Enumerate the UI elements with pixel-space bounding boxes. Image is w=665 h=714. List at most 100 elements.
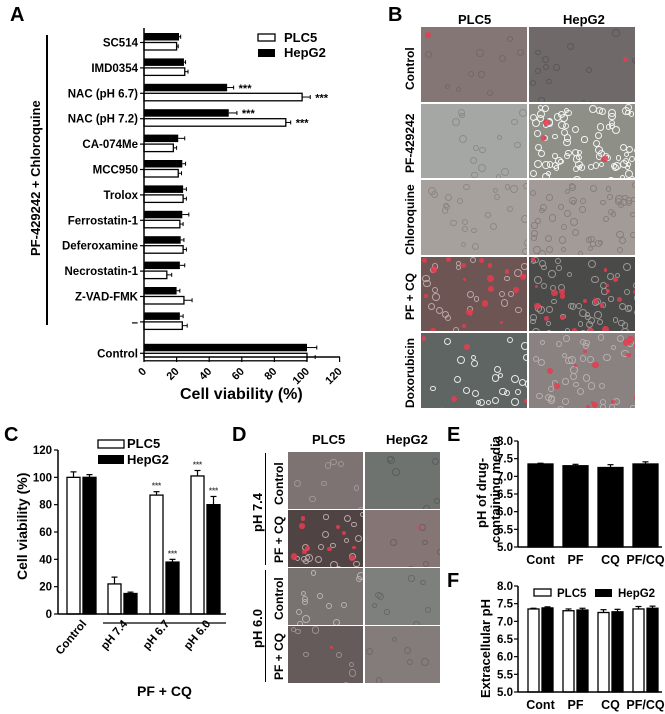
svg-text:Control: Control	[54, 618, 89, 657]
svg-text:8.0: 8.0	[497, 581, 513, 593]
panel-a-category-label: Trolox	[103, 190, 138, 202]
svg-text:40: 40	[197, 366, 214, 383]
panel-e-ylabel-2: containing media	[488, 436, 503, 543]
panel-b-row-control: Control	[403, 47, 417, 90]
panel-d-group-ph74: pH 7.4	[250, 492, 265, 532]
bar-ph	[527, 463, 554, 548]
bar-plc5	[143, 67, 186, 77]
bar-plc5	[597, 611, 610, 693]
panel-a-category-label: MCC950	[93, 165, 138, 177]
svg-text:8.0: 8.0	[497, 436, 513, 448]
panel-d-col-plc5: PLC5	[312, 432, 346, 447]
svg-text:***: ***	[152, 482, 162, 491]
svg-text:120: 120	[323, 366, 344, 387]
bar-plc5	[143, 168, 179, 178]
panel-a-category-label: IMD0354	[91, 63, 138, 75]
svg-text:6.0: 6.0	[497, 652, 513, 664]
svg-text:5.5: 5.5	[497, 669, 514, 681]
svg-text:HepG2: HepG2	[127, 452, 169, 467]
svg-text:5.0: 5.0	[497, 687, 513, 699]
bar-plc5	[66, 476, 81, 615]
bar-hepg2	[541, 607, 554, 693]
panel-a-category-label: Control	[97, 348, 138, 360]
panel-a-category-label: –	[132, 317, 139, 329]
bar-plc5	[143, 41, 178, 51]
bar-hepg2	[206, 504, 221, 615]
panel-a-group-label: PF-429242 + Chloroquine	[28, 100, 43, 256]
panel-b-image-grid	[421, 27, 635, 408]
microscopy-image	[529, 333, 635, 408]
bar-plc5	[143, 92, 303, 102]
panel-d-image-grid	[288, 452, 440, 683]
bar-hepg2	[144, 58, 184, 66]
bar-plc5	[143, 321, 183, 331]
bar-plc5	[143, 245, 184, 254]
svg-text:PF/CQ: PF/CQ	[626, 553, 664, 567]
bar-plc5	[143, 270, 168, 280]
microscopy-image	[364, 452, 440, 509]
svg-text:CQ: CQ	[601, 553, 620, 567]
panel-d-row-pfcq-60: PF + CQ	[272, 632, 286, 680]
svg-text:PLC5: PLC5	[284, 30, 317, 45]
svg-text:***: ***	[209, 486, 219, 495]
svg-text:CQ: CQ	[601, 698, 620, 712]
svg-text:Cont: Cont	[526, 698, 555, 712]
svg-text:5.5: 5.5	[497, 524, 514, 536]
svg-text:7.0: 7.0	[497, 471, 513, 483]
microscopy-image	[421, 180, 527, 255]
panel-b-row-doxorubicin: Doxorubicin	[403, 337, 417, 408]
svg-text:100: 100	[291, 366, 312, 387]
bar-plc5	[143, 219, 181, 229]
svg-text:120: 120	[33, 445, 52, 457]
microscopy-image	[421, 27, 527, 102]
svg-text:60: 60	[230, 366, 247, 383]
svg-text:100: 100	[33, 472, 52, 484]
bar-plc5	[632, 608, 645, 693]
panel-b-row-pfcq: PF + CQ	[403, 272, 417, 320]
svg-text:***: ***	[315, 92, 329, 104]
panel-b-row-pf429242: PF-429242	[403, 113, 417, 173]
panel-d-col-hepg2: HepG2	[386, 432, 428, 447]
svg-text:PLC5: PLC5	[557, 588, 587, 600]
microscopy-image	[529, 27, 635, 102]
bar-plc5	[143, 143, 174, 153]
panel-a-category-label: Z-VAD-FMK	[75, 292, 139, 304]
panel-a-category-label: Ferrostatin-1	[68, 215, 139, 227]
svg-text:7.0: 7.0	[497, 616, 513, 628]
bar-hepg2	[144, 185, 184, 193]
bar-ph	[597, 466, 624, 548]
panel-f-letter: F	[447, 570, 460, 592]
panel-d-group-ph60: pH 6.0	[250, 608, 265, 648]
microscopy-image	[364, 626, 440, 683]
panel-f-chart: Cont PF CQ PF/CQ 5.0 5.5 6.0 6.5 7.0 7.5 8.0 PLC5 He…	[497, 581, 665, 712]
svg-text:***: ***	[239, 83, 253, 95]
panel-e-chart: Cont PF CQ PF/CQ 5.0 5.5 6.0 6.5 7.0 7.5 8.0	[497, 436, 665, 567]
svg-text:PF: PF	[568, 553, 584, 567]
panel-b-col-plc5: PLC5	[458, 12, 492, 27]
svg-text:5.0: 5.0	[497, 542, 513, 554]
svg-text:HepG2: HepG2	[618, 588, 655, 600]
svg-text:80: 80	[262, 366, 279, 383]
bar-plc5	[190, 475, 205, 615]
panel-a-category-label: SC514	[103, 38, 139, 50]
bar-plc5	[149, 494, 164, 615]
panel-a-category-label: CA-074Me	[82, 139, 138, 151]
bar-plc5	[107, 583, 122, 615]
bar-plc5	[143, 194, 184, 204]
microscopy-image	[529, 180, 635, 255]
panel-d-group-line-ph74	[265, 453, 266, 565]
bar-hepg2	[144, 287, 177, 295]
bar-hepg2	[144, 261, 180, 270]
svg-text:0: 0	[46, 609, 52, 621]
svg-text:***: ***	[242, 108, 256, 120]
panel-a-category-label: NAC (pH 7.2)	[68, 114, 138, 126]
panel-d-letter: D	[232, 424, 247, 446]
panel-e-letter: E	[447, 424, 461, 446]
microscopy-image	[529, 256, 635, 331]
svg-text:40: 40	[39, 554, 52, 566]
panel-a-letter: A	[10, 4, 25, 26]
bar-hepg2	[82, 476, 97, 615]
panel-b-row-chloroquine: Chloroquine	[403, 184, 417, 255]
svg-text:20: 20	[165, 366, 182, 383]
panel-c-ylabel: Cell viability (%)	[14, 472, 30, 580]
